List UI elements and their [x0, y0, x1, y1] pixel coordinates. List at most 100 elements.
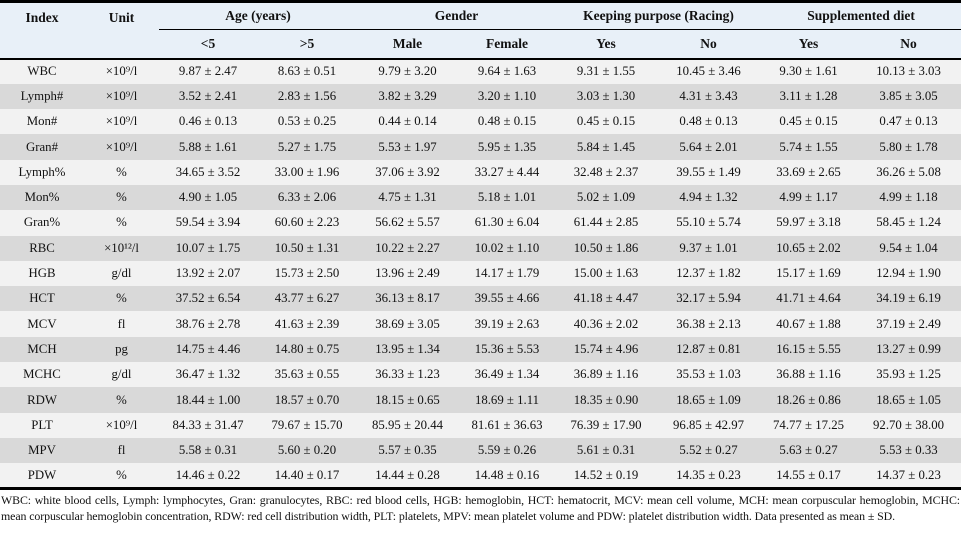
table-footnote: WBC: white blood cells, Lymph: lymphocyt…	[1, 493, 960, 523]
value-cell: 18.35 ± 0.90	[573, 392, 639, 407]
row-unit: g/dl	[111, 367, 132, 382]
table-row: Gran# ×10⁹/l 5.88 ± 1.61 5.27 ± 1.75 5.53 …	[0, 134, 961, 160]
value-cell: 18.65 ± 1.05	[876, 392, 941, 407]
col-header-diet-yes: Yes	[761, 29, 857, 60]
value-cell: 5.02 ± 1.09	[576, 190, 636, 205]
value-cell: 14.40 ± 0.17	[257, 463, 358, 491]
value-cell: 14.46 ± 0.22	[159, 463, 257, 491]
value-cell: 4.31 ± 3.43	[679, 88, 738, 103]
value-cell: 0.44 ± 0.14	[378, 114, 437, 129]
value-cell: 6.33 ± 2.06	[277, 190, 337, 205]
value-cell: 9.54 ± 1.04	[879, 240, 938, 255]
value-cell: 60.60 ± 2.23	[274, 215, 340, 230]
value-cell: 3.03 ± 1.30	[576, 88, 636, 103]
table-row: MCH pg 14.75 ± 4.46 14.80 ± 0.75 13.95 ± 1…	[0, 336, 961, 363]
value-cell: 41.63 ± 2.39	[274, 316, 340, 331]
value-cell: 36.13 ± 8.17	[375, 291, 440, 306]
value-cell: 5.80 ± 1.78	[879, 139, 938, 154]
value-cell: 5.58 ± 0.31	[178, 443, 238, 458]
value-cell: 13.96 ± 2.49	[375, 266, 440, 281]
value-cell: 5.60 ± 0.20	[277, 443, 337, 458]
row-index-label: PDW	[0, 463, 84, 491]
value-cell: 5.74 ± 1.55	[779, 139, 838, 154]
value-cell: 8.63 ± 0.51	[277, 64, 337, 79]
value-cell: 18.15 ± 0.65	[375, 392, 440, 407]
row-unit: %	[116, 164, 127, 179]
value-cell: 61.44 ± 2.85	[573, 215, 639, 230]
value-cell: 39.55 ± 4.66	[474, 291, 540, 306]
value-cell: 36.26 ± 5.08	[876, 164, 941, 179]
row-unit: ×10¹²/l	[104, 240, 139, 255]
table-row: WBC ×10⁹/l 9.87 ± 2.47 8.63 ± 0.51 9.79 ± …	[0, 58, 961, 84]
table-row: MCHC g/dl 36.47 ± 1.32 35.63 ± 0.55 36.33 …	[0, 362, 961, 388]
table-row: HGB g/dl 13.92 ± 2.07 15.73 ± 2.50 13.96 ±…	[0, 260, 961, 287]
value-cell: 85.95 ± 20.44	[372, 417, 444, 432]
table-row: PDW % 14.46 ± 0.22 14.40 ± 0.17 14.44 ± 0.…	[0, 463, 961, 491]
row-unit: %	[84, 463, 159, 491]
value-cell: 3.11 ± 1.28	[779, 88, 838, 103]
value-cell: 4.99 ± 1.18	[879, 190, 938, 205]
value-cell: 14.35 ± 0.23	[656, 463, 762, 491]
value-cell: 36.88 ± 1.16	[776, 367, 841, 382]
table-row: Mon# ×10⁹/l 0.46 ± 0.13 0.53 ± 0.25 0.44 ±…	[0, 109, 961, 135]
value-cell: 0.45 ± 0.15	[779, 114, 838, 129]
value-cell: 10.65 ± 2.02	[776, 240, 841, 255]
value-cell: 9.37 ± 1.01	[679, 240, 738, 255]
value-cell: 5.53 ± 1.97	[378, 139, 437, 154]
col-header-female: Female	[458, 29, 557, 60]
value-cell: 5.52 ± 0.27	[679, 443, 738, 458]
value-cell: 0.46 ± 0.13	[178, 114, 238, 129]
hematology-table: Index Unit Age (years) Gender Keeping pu…	[0, 0, 961, 491]
row-unit: pg	[115, 341, 128, 356]
value-cell: 58.45 ± 1.24	[876, 215, 941, 230]
row-index-label: WBC	[27, 64, 57, 79]
col-header-age-lt5: <5	[159, 29, 257, 60]
value-cell: 10.50 ± 1.86	[573, 240, 639, 255]
row-index-label: MCHC	[23, 367, 61, 382]
row-index-label: Gran#	[26, 139, 58, 154]
value-cell: 61.30 ± 6.04	[474, 215, 540, 230]
row-index-label: Gran%	[23, 215, 61, 230]
row-index-label: MCH	[27, 341, 57, 356]
value-cell: 9.30 ± 1.61	[779, 64, 838, 79]
value-cell: 13.95 ± 1.34	[375, 341, 440, 356]
row-unit: ×10⁹/l	[105, 139, 138, 154]
value-cell: 15.73 ± 2.50	[274, 266, 340, 281]
value-cell: 4.90 ± 1.05	[178, 190, 238, 205]
value-cell: 59.97 ± 3.18	[776, 215, 841, 230]
value-cell: 37.06 ± 3.92	[375, 164, 440, 179]
value-cell: 12.87 ± 0.81	[676, 341, 741, 356]
value-cell: 38.69 ± 3.05	[375, 316, 440, 331]
row-index-label: MPV	[28, 443, 56, 458]
col-header-unit: Unit	[84, 1, 159, 60]
value-cell: 15.00 ± 1.63	[573, 266, 639, 281]
table-row: RDW % 18.44 ± 1.00 18.57 ± 0.70 18.15 ± 0.…	[0, 387, 961, 413]
value-cell: 36.89 ± 1.16	[573, 367, 639, 382]
value-cell: 36.33 ± 1.23	[375, 367, 440, 382]
value-cell: 10.45 ± 3.46	[676, 64, 741, 79]
row-unit: fl	[117, 316, 126, 331]
value-cell: 5.57 ± 0.35	[378, 443, 437, 458]
value-cell: 3.20 ± 1.10	[477, 88, 537, 103]
value-cell: 32.48 ± 2.37	[573, 164, 639, 179]
table-row: HCT % 37.52 ± 6.54 43.77 ± 6.27 36.13 ± 8.…	[0, 286, 961, 312]
value-cell: 35.93 ± 1.25	[876, 367, 941, 382]
row-index-label: Mon%	[24, 190, 60, 205]
row-index-label: MCV	[27, 316, 57, 331]
value-cell: 5.27 ± 1.75	[277, 139, 337, 154]
row-unit: %	[116, 215, 127, 230]
row-unit: ×10⁹/l	[105, 114, 138, 129]
value-cell: 9.64 ± 1.63	[477, 64, 537, 79]
value-cell: 55.10 ± 5.74	[676, 215, 741, 230]
table-row: RBC ×10¹²/l 10.07 ± 1.75 10.50 ± 1.31 10.2…	[0, 235, 961, 261]
col-header-diet-no: No	[856, 29, 961, 60]
value-cell: 3.85 ± 3.05	[879, 88, 938, 103]
table-header: Index Unit Age (years) Gender Keeping pu…	[0, 1, 961, 60]
value-cell: 10.07 ± 1.75	[175, 240, 241, 255]
row-unit: %	[116, 190, 127, 205]
table-row: Gran% % 59.54 ± 3.94 60.60 ± 2.23 56.62 ± …	[0, 210, 961, 236]
value-cell: 0.47 ± 0.13	[879, 114, 938, 129]
group-header-row: Index Unit Age (years) Gender Keeping pu…	[0, 1, 961, 60]
value-cell: 5.61 ± 0.31	[576, 443, 636, 458]
